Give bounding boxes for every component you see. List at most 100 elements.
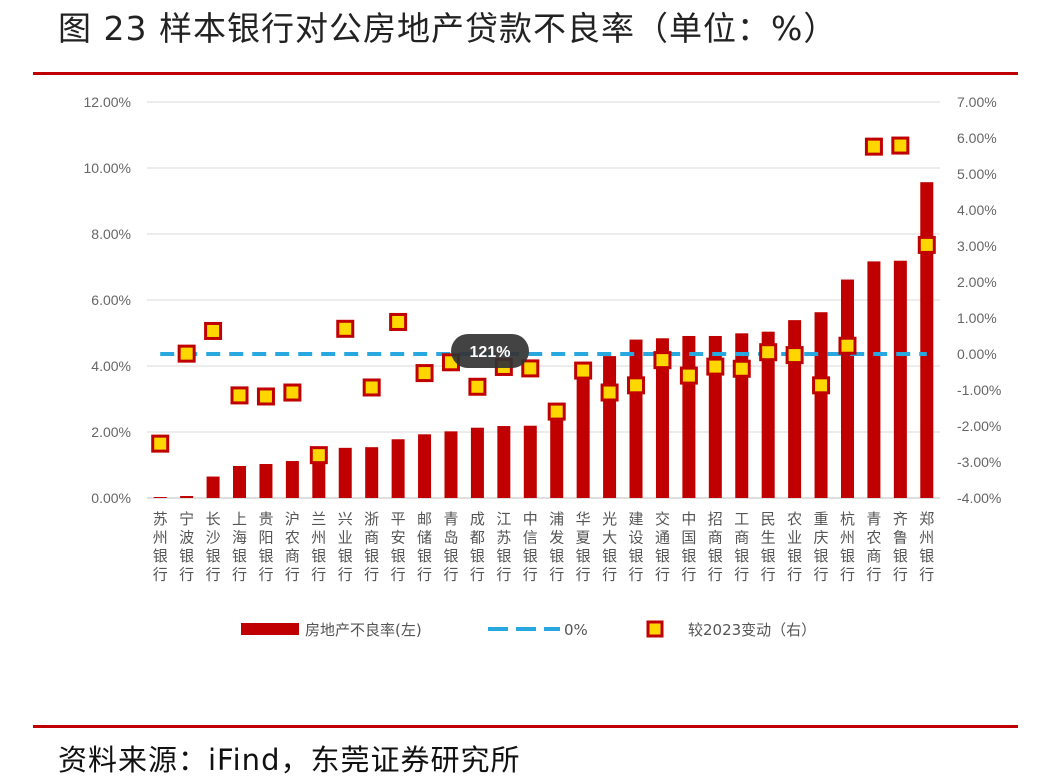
category-label: 光大银行: [602, 510, 617, 584]
marker-邮储银行: [415, 364, 434, 383]
bar-浙商银行: [365, 447, 379, 498]
category-label: 郑州银行: [919, 510, 934, 584]
marker-农业银行: [785, 346, 804, 365]
bar-齐鲁银行: [893, 260, 907, 498]
bar-交通银行: [655, 338, 669, 498]
left-tick-label: 8.00%: [91, 226, 131, 242]
category-label: 重庆银行: [814, 510, 829, 584]
category-label: 交通银行: [655, 510, 670, 584]
bar-重庆银行: [814, 312, 828, 498]
marker-重庆银行: [812, 376, 831, 395]
marker-贵阳银行: [256, 387, 275, 406]
marker-成都银行: [468, 377, 487, 396]
marker-series: [151, 136, 936, 465]
legend: 房地产不良率(左) 0% 较2023变动（右）: [241, 620, 816, 639]
marker-中国银行: [679, 366, 698, 385]
bar-兰州银行: [312, 457, 326, 498]
marker-郑州银行: [917, 235, 936, 254]
bottom-rule: [33, 725, 1018, 728]
right-tick-label: -2.00%: [957, 418, 1001, 434]
right-tick-label: 3.00%: [957, 238, 997, 254]
marker-上海银行: [230, 386, 249, 405]
marker-浦发银行: [547, 402, 566, 421]
right-tick-label: 6.00%: [957, 130, 997, 146]
bar-江苏银行: [497, 426, 511, 498]
category-label: 青农商行: [866, 510, 881, 584]
left-tick-label: 4.00%: [91, 358, 131, 374]
legend-bar-label: 房地产不良率(左): [305, 621, 422, 639]
category-label: 建设银行: [629, 510, 644, 584]
figure-title: 图 23 样本银行对公房地产贷款不良率（单位：%）: [58, 9, 838, 48]
bar-工商银行: [735, 333, 749, 498]
category-label: 青岛银行: [443, 510, 458, 584]
bar-沪农商行: [285, 461, 299, 498]
bar-平安银行: [391, 439, 405, 498]
marker-平安银行: [389, 312, 408, 331]
left-tick-label: 2.00%: [91, 424, 131, 440]
callout-text: 121%: [470, 344, 511, 361]
category-label: 沪农商行: [285, 510, 300, 584]
bar-农业银行: [788, 320, 802, 498]
marker-长沙银行: [204, 321, 223, 340]
legend-line-label: 0%: [564, 621, 588, 639]
right-tick-label: 5.00%: [957, 166, 997, 182]
category-label: 兴业银行: [338, 510, 353, 584]
bar-招商银行: [708, 335, 722, 498]
legend-marker-swatch: [646, 620, 664, 638]
category-label: 成都银行: [470, 510, 485, 584]
marker-苏州银行: [151, 434, 170, 453]
bar-成都银行: [470, 427, 484, 498]
right-tick-label: -1.00%: [957, 382, 1001, 398]
bar-中国银行: [682, 335, 696, 498]
category-label: 华夏银行: [576, 510, 591, 584]
right-tick-label: 0.00%: [957, 346, 997, 362]
marker-工商银行: [732, 359, 751, 378]
category-label: 贵阳银行: [258, 510, 273, 584]
marker-建设银行: [627, 376, 646, 395]
legend-bar-swatch: [241, 623, 299, 635]
category-label: 农业银行: [787, 510, 802, 584]
bar-贵阳银行: [259, 464, 273, 498]
right-tick-label: -4.00%: [957, 490, 1001, 506]
marker-民生银行: [759, 343, 778, 362]
marker-青农商行: [864, 137, 883, 156]
category-label: 招商银行: [708, 510, 723, 584]
right-axis-ticks: -4.00% -3.00% -2.00% -1.00% 0.00% 1.00% 2.00% 3…: [957, 94, 1001, 506]
bar-上海银行: [233, 465, 247, 498]
right-tick-label: 2.00%: [957, 274, 997, 290]
marker-浙商银行: [362, 378, 381, 397]
category-label: 中信银行: [523, 510, 538, 584]
category-label: 工商银行: [734, 510, 749, 584]
category-label: 平安银行: [391, 510, 406, 584]
left-axis-ticks: 0.00% 2.00% 4.00% 6.00% 8.00% 10.00% 12.00%: [84, 94, 131, 506]
category-labels: 苏州银行宁波银行长沙银行上海银行贵阳银行沪农商行兰州银行兴业银行浙商银行平安银行…: [153, 510, 935, 584]
value-callout: 121%: [451, 334, 529, 368]
category-label: 江苏银行: [496, 510, 511, 584]
marker-华夏银行: [574, 361, 593, 380]
bar-邮储银行: [418, 434, 432, 498]
bar-光大银行: [603, 356, 617, 498]
category-label: 浦发银行: [549, 510, 564, 584]
category-label: 长沙银行: [206, 510, 221, 584]
callout-badge: [451, 334, 529, 368]
marker-沪农商行: [283, 383, 302, 402]
category-label: 苏州银行: [153, 510, 168, 584]
marker-中信银行: [521, 359, 540, 378]
marker-兰州银行: [309, 446, 328, 465]
right-tick-label: 4.00%: [957, 202, 997, 218]
marker-招商银行: [706, 357, 725, 376]
category-label: 兰州银行: [311, 510, 326, 584]
category-label: 中国银行: [681, 510, 696, 584]
left-tick-label: 0.00%: [91, 490, 131, 506]
bar-series: [153, 182, 934, 498]
bar-民生银行: [761, 331, 775, 498]
category-label: 浙商银行: [364, 510, 379, 584]
bar-华夏银行: [576, 366, 590, 498]
source-note: 资料来源：iFind，东莞证券研究所: [58, 743, 521, 777]
category-label: 邮储银行: [417, 510, 432, 584]
marker-兴业银行: [336, 319, 355, 338]
bar-苏州银行: [153, 497, 167, 498]
left-tick-label: 12.00%: [84, 94, 131, 110]
marker-宁波银行: [177, 344, 196, 363]
